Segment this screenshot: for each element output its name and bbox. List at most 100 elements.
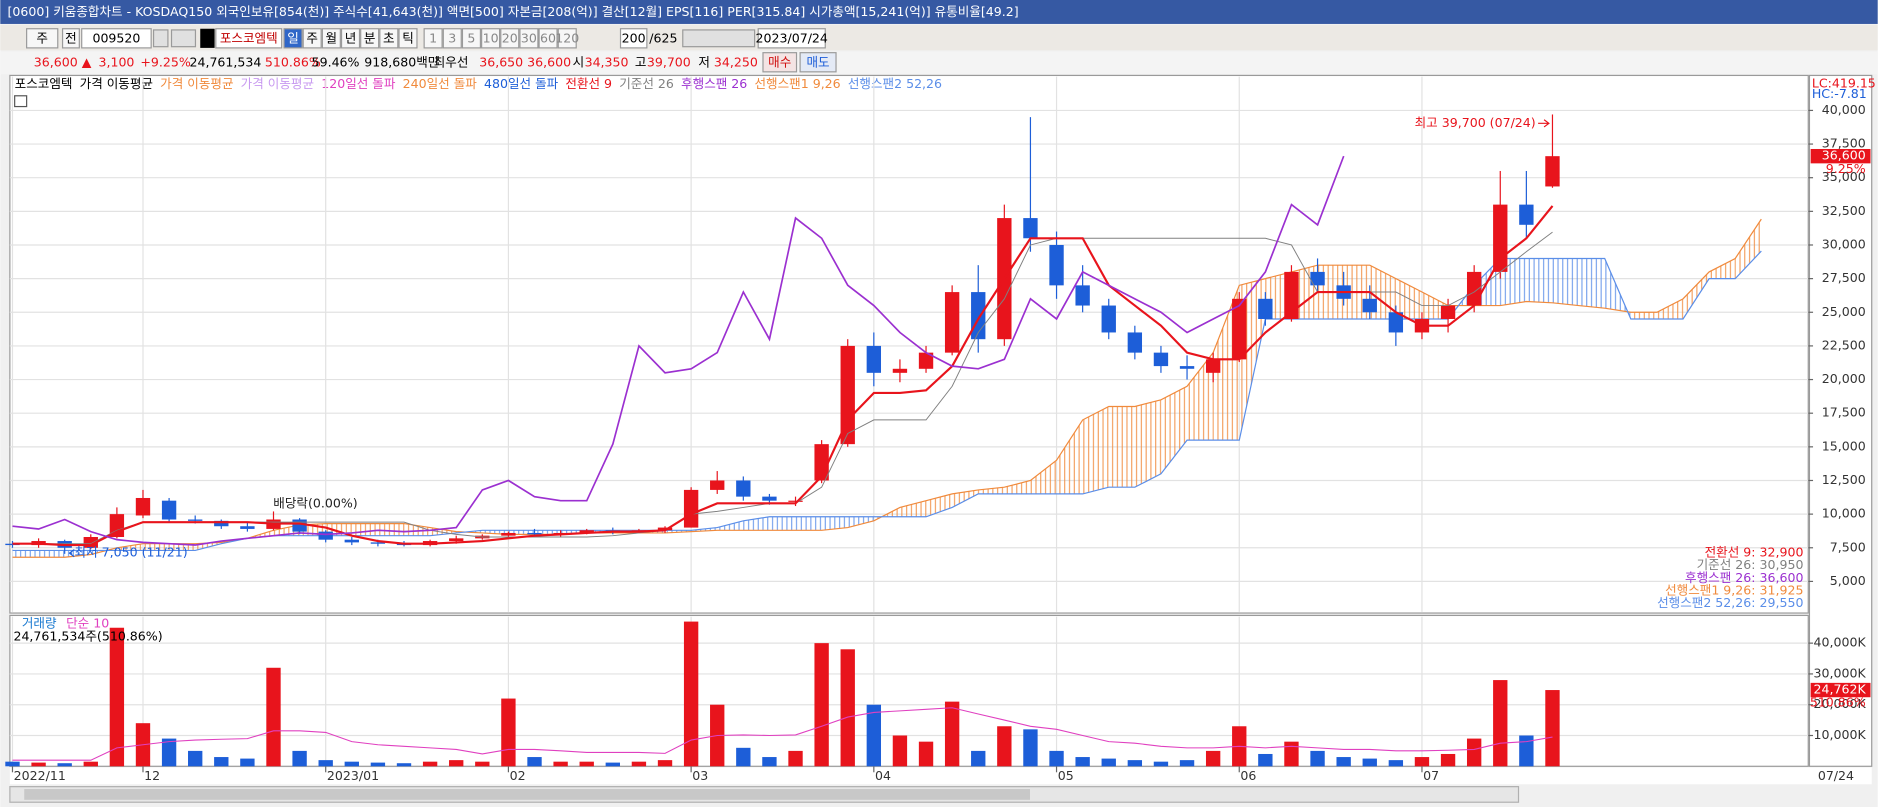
- volume-bar: [1466, 738, 1482, 767]
- mode-button[interactable]: [26, 28, 59, 49]
- indicator-label: 후행스팬 26: [681, 76, 747, 91]
- cloud: [1056, 419, 1083, 494]
- x-tick-label: 04: [875, 768, 891, 783]
- stock-code-button[interactable]: [81, 28, 152, 49]
- candle-body: [1440, 305, 1456, 320]
- interval-button[interactable]: [461, 28, 482, 49]
- volume-bar: [657, 760, 673, 767]
- interval-button[interactable]: [481, 28, 501, 49]
- candle-body: [710, 480, 725, 490]
- scroll-thumb[interactable]: [24, 789, 1030, 800]
- volume-bar: [83, 761, 98, 767]
- volume-bar: [971, 750, 986, 767]
- search-icon[interactable]: [152, 29, 169, 48]
- period-button[interactable]: [302, 28, 322, 49]
- cloud: [717, 520, 744, 531]
- candle-body: [1493, 204, 1508, 272]
- panel-icon[interactable]: [14, 95, 28, 108]
- lagging-span: [12, 155, 1345, 546]
- interval-button[interactable]: [500, 28, 520, 49]
- legend-entry: 선행스팬1 9,26: 31,925: [1665, 582, 1803, 597]
- period: 일: [287, 30, 299, 45]
- period-button[interactable]: [321, 28, 341, 49]
- stock-name-button[interactable]: [215, 28, 283, 49]
- quote-best-label: 최우선: [434, 54, 469, 69]
- y-tick-label: 15,000: [1822, 438, 1866, 453]
- prev-button[interactable]: [61, 28, 80, 49]
- interval: 5: [467, 30, 475, 45]
- volume-bar: [57, 763, 72, 767]
- volume-bar: [553, 761, 568, 767]
- window-title: [0600] 키움종합차트 - KOSDAQ150 외국인보유[854(천)] …: [7, 4, 1018, 19]
- volume-bar: [1258, 753, 1273, 767]
- candle-body: [1101, 305, 1116, 333]
- sound-icon[interactable]: [170, 29, 197, 48]
- period-button[interactable]: [360, 28, 380, 49]
- y-tick-label: 30,000: [1822, 236, 1866, 251]
- candle-body: [683, 489, 699, 528]
- volume-bar: [344, 761, 359, 767]
- dividend-annotation: 배당락(0.00%): [273, 496, 357, 511]
- quote-change: 3,100: [98, 54, 134, 69]
- cloud: [1709, 258, 1736, 279]
- volume-bar: [266, 667, 281, 767]
- interval-button[interactable]: [423, 28, 443, 49]
- total-count: /625: [649, 30, 677, 45]
- volume-bar: [579, 761, 594, 767]
- y-tick-label: 25,000: [1822, 304, 1866, 319]
- candle-body: [736, 480, 751, 497]
- quote-low-label: 저: [698, 54, 710, 69]
- interval-button[interactable]: [557, 28, 577, 49]
- volume-bar: [1153, 761, 1169, 767]
- x-tick-label: 03: [692, 768, 708, 783]
- volume-bar: [918, 741, 934, 767]
- cloud: [1552, 258, 1579, 306]
- period: 주: [306, 30, 318, 45]
- volume-bar: [631, 761, 647, 767]
- cloud: [1630, 312, 1657, 320]
- volume-bar: [1127, 760, 1143, 767]
- interval-button[interactable]: [538, 28, 558, 49]
- candle-body: [318, 531, 333, 540]
- candle-body: [83, 537, 98, 548]
- date-button[interactable]: [757, 28, 826, 49]
- quote-rate: +9.25%: [140, 54, 190, 69]
- cloud: [1004, 480, 1031, 494]
- y-tick-label: 12,500: [1822, 472, 1866, 487]
- candle-body: [161, 500, 177, 520]
- period-button[interactable]: [379, 28, 399, 49]
- period-button[interactable]: [398, 28, 418, 49]
- quote-ask: 36,650: [479, 54, 523, 69]
- period-button[interactable]: [340, 28, 361, 49]
- buy-button[interactable]: [762, 52, 798, 73]
- count-button[interactable]: [619, 28, 648, 49]
- interval-button[interactable]: [442, 28, 462, 49]
- sell-button[interactable]: [799, 52, 837, 73]
- quote-amount: 918,680백만: [364, 54, 440, 69]
- count: 200: [622, 30, 646, 45]
- candle-body: [135, 497, 151, 516]
- volume-bar: [944, 701, 960, 767]
- candle-body: [1023, 218, 1038, 239]
- legend-entry: 기준선 26: 30,950: [1697, 557, 1804, 572]
- candle-body: [240, 526, 255, 529]
- volume-bar: [449, 760, 464, 767]
- quote-high: 39,700: [647, 54, 691, 69]
- cloud: [821, 516, 848, 531]
- indicator-label: 선행스팬2 52,26: [848, 76, 942, 91]
- interval-button[interactable]: [519, 28, 539, 49]
- sell: 매도: [807, 54, 830, 69]
- candle-body: [1127, 332, 1143, 353]
- x-tick-label: 07: [1423, 768, 1439, 783]
- volume-bar: [866, 704, 882, 767]
- period-button[interactable]: [283, 28, 303, 49]
- volume-bar: [527, 757, 542, 767]
- buy: 매수: [768, 54, 791, 69]
- low-arrow: [68, 549, 75, 558]
- tool-icons[interactable]: [682, 29, 756, 48]
- x-axis-panel: [9, 767, 1872, 785]
- volume-bar: [1388, 760, 1404, 767]
- y-tick-label: 27,500: [1822, 270, 1866, 285]
- volume-bar: [683, 621, 699, 767]
- cloud: [142, 543, 170, 551]
